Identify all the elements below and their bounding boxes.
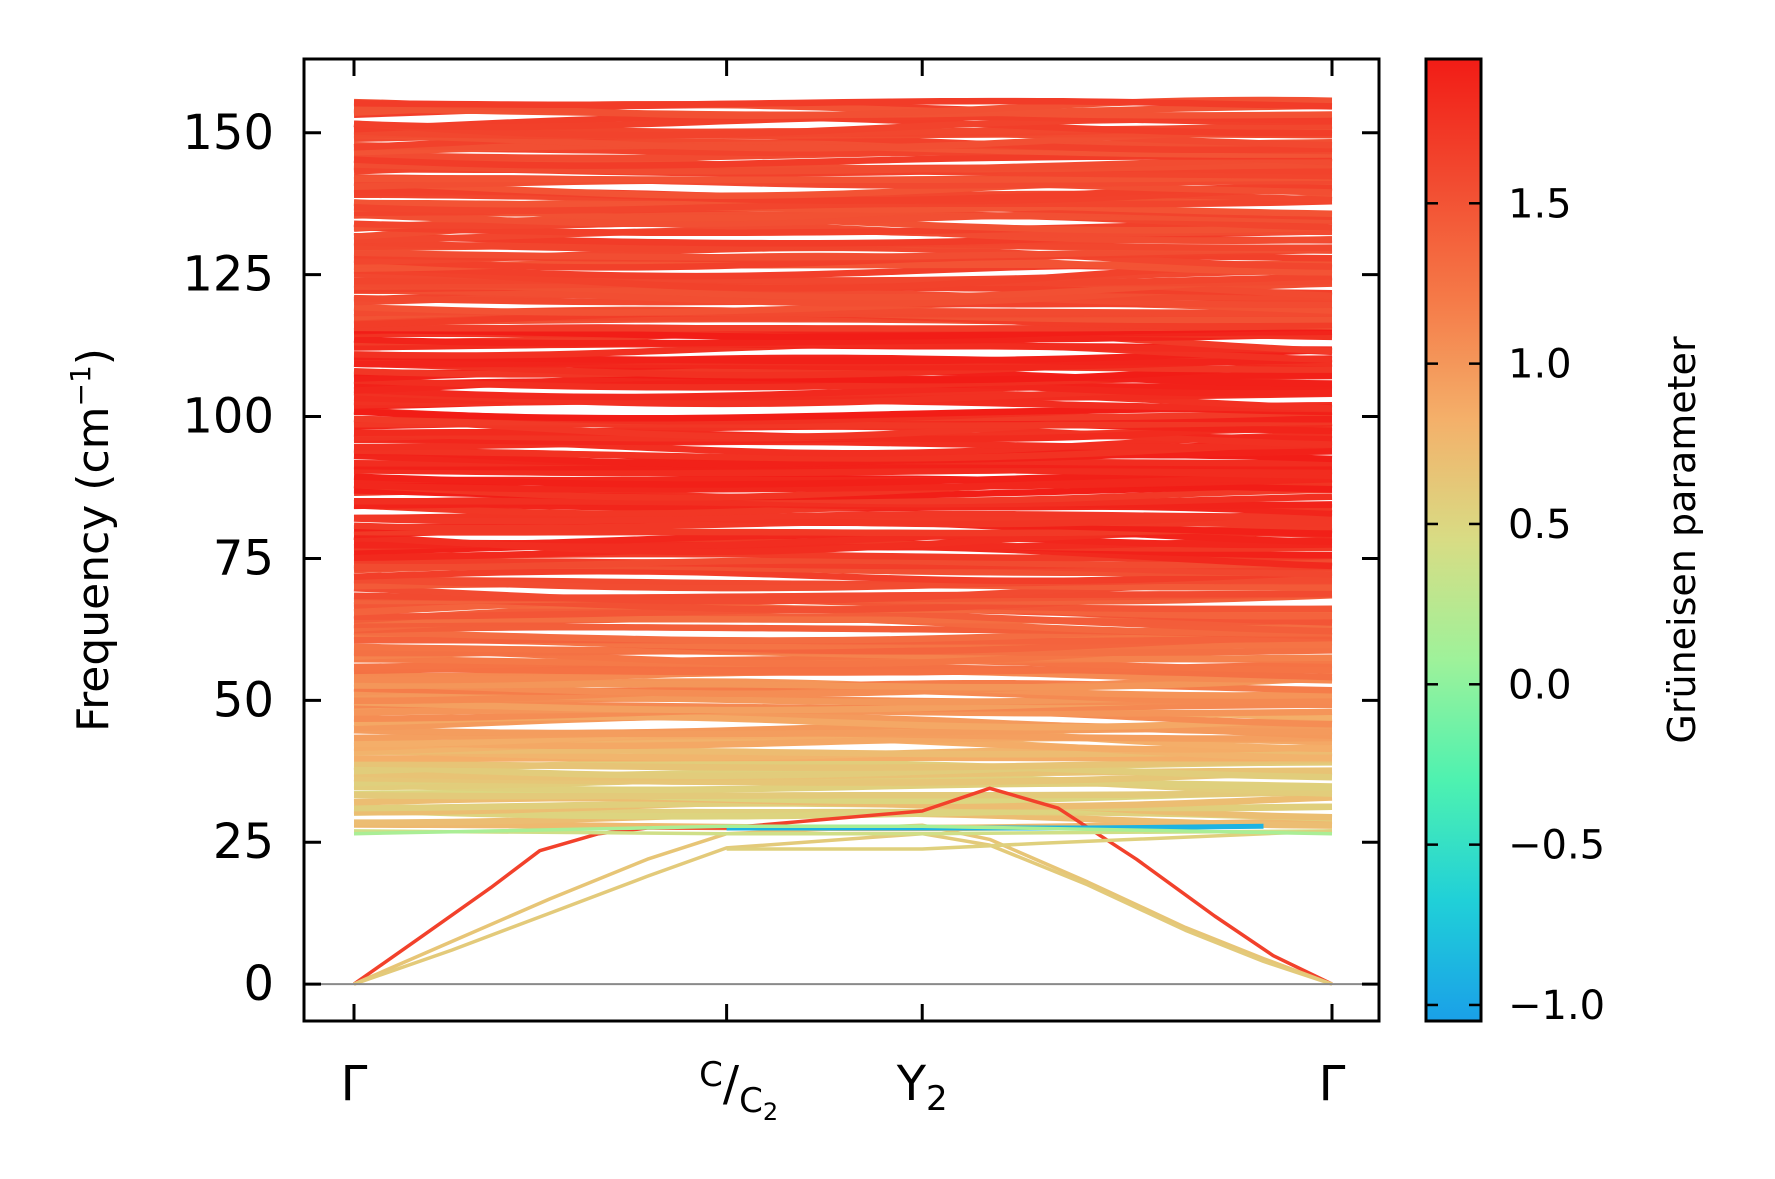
- x-tick-label-gamma-start: Γ: [341, 1056, 368, 1112]
- colorbar-frame: [1424, 57, 1483, 1023]
- x-tick-label-c-c2-slash: /: [723, 1056, 740, 1112]
- optical-band-line: [353, 508, 1333, 528]
- optical-band-line: [353, 568, 1333, 585]
- y-tick-label: 50: [213, 672, 274, 728]
- colorbar-ticks: −1.0 −0.5 0.0 0.5 1.0 1.5: [1426, 181, 1605, 1029]
- x-axis-ticks: [352, 59, 1334, 1021]
- optical-band-line: [353, 767, 1333, 786]
- y-tick-label: 0: [243, 956, 274, 1012]
- series-low-optical-1: [353, 829, 1333, 836]
- optical-band-line: [353, 217, 1333, 237]
- optical-band-line: [353, 476, 1333, 493]
- y-axis-label: Frequency (cm−1): [64, 348, 119, 732]
- x-tick-label-y2-index: 2: [926, 1079, 948, 1119]
- y-tick-label: 100: [182, 389, 274, 445]
- optical-band-line: [353, 438, 1333, 451]
- y-tick-label: 125: [182, 247, 274, 303]
- series-low-optical-3: [353, 824, 1333, 836]
- x-tick-label-gamma-end: Γ: [1319, 1056, 1346, 1112]
- optical-band-line: [353, 154, 1333, 175]
- optical-band-line: [353, 510, 1333, 525]
- x-tick-label-c-c2-subindex: 2: [763, 1098, 778, 1126]
- band-lines: [352, 96, 1333, 986]
- colorbar-tick-label: 0.5: [1508, 502, 1572, 548]
- colorbar-tick-label: 0.0: [1508, 662, 1572, 708]
- y-tick-label: 150: [182, 105, 274, 161]
- optical-band-line: [353, 97, 1333, 110]
- colorbar-tick-label: −1.0: [1508, 983, 1605, 1029]
- optical-band-line: [353, 198, 1333, 214]
- optical-band-line: [353, 288, 1333, 309]
- optical-band-line: [353, 712, 1332, 736]
- colorbar-label: Grüneisen parameter: [1660, 336, 1704, 744]
- y-axis-ticks: 0 25 50 75 100 125 150: [182, 105, 1379, 1012]
- optical-band-line: [353, 756, 1333, 771]
- x-axis-tick-labels: Γ C/C2 Y2 Γ: [341, 1055, 1346, 1126]
- x-tick-label-c-c2-sub: C: [739, 1081, 763, 1121]
- plot-frame: [302, 57, 1381, 1023]
- optical-band-line: [353, 789, 1333, 800]
- series-low-optical-2: [726, 829, 1333, 851]
- colorbar: [1426, 59, 1481, 1021]
- series-acoustic-LA: [352, 786, 1333, 986]
- x-tick-label-c-c2: C/C2: [699, 1055, 778, 1126]
- optical-band-line: [353, 174, 1333, 184]
- colorbar-tick-label: −0.5: [1508, 823, 1605, 869]
- optical-band-line: [353, 673, 1333, 698]
- y-tick-label: 75: [213, 530, 274, 586]
- y-tick-label: 25: [213, 814, 274, 870]
- optical-band-line: [353, 138, 1333, 150]
- optical-band-line: [354, 493, 1333, 508]
- y-axis-label-exponent: −1: [64, 365, 97, 406]
- optical-band-line: [354, 686, 1333, 705]
- y-axis-label-main: Frequency (cm: [68, 406, 119, 732]
- x-tick-label-c-c2-sup: C: [699, 1055, 723, 1095]
- optical-band-line: [353, 557, 1333, 571]
- colorbar-tick-label: 1.5: [1508, 181, 1572, 227]
- y-axis-label-close: ): [68, 348, 119, 365]
- x-tick-label-y2-main: Y: [896, 1056, 927, 1112]
- series-acoustic-TA2: [353, 831, 1333, 986]
- colorbar-tick-label: 1.0: [1508, 342, 1572, 388]
- x-tick-label-y2: Y2: [896, 1056, 948, 1119]
- optical-band-line: [353, 466, 1333, 477]
- optical-band-line: [353, 674, 1333, 691]
